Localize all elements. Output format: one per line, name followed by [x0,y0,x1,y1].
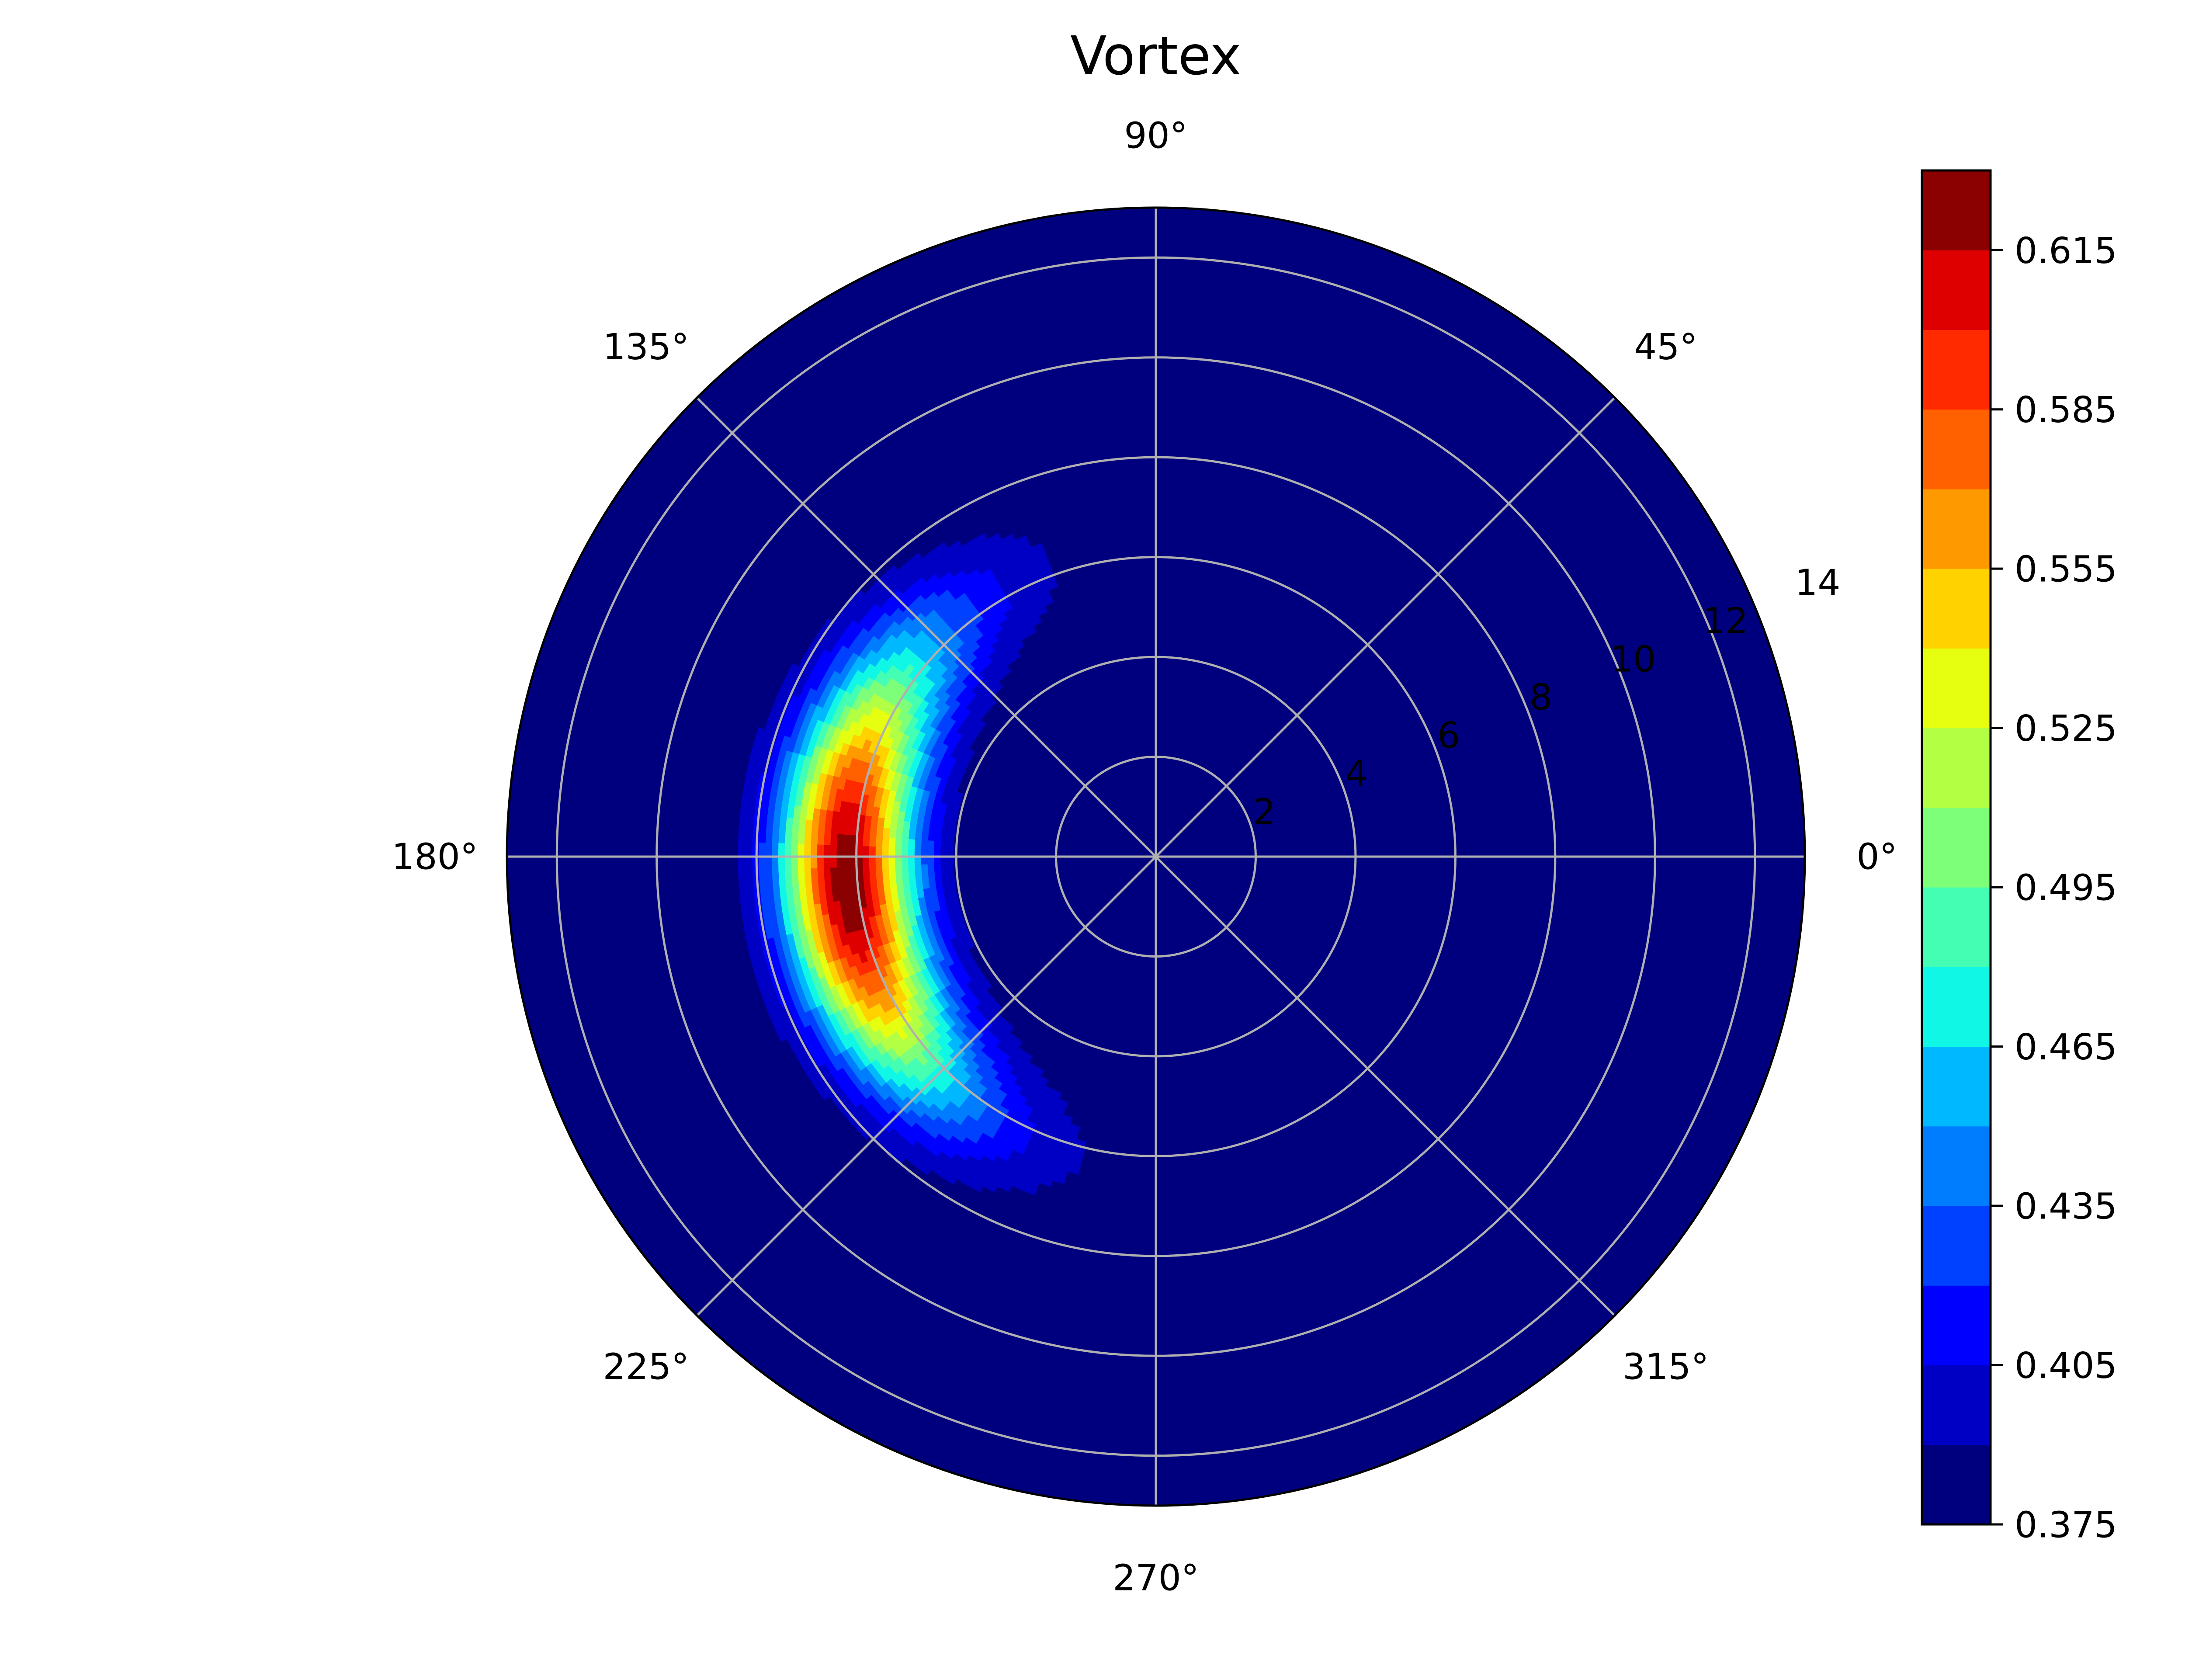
colorbar-tick-label: 0.435 [2015,1186,2117,1228]
theta-tick-label: 135° [603,326,690,368]
contour-cell [1037,1175,1053,1187]
colorbar-tick-label: 0.375 [2015,1505,2117,1546]
contour-field [738,533,1087,1195]
theta-gridline [1155,856,1616,1316]
colorbar-tick-label: 0.465 [2015,1027,2117,1068]
colorbar-segment [1922,569,1991,649]
r-tick-label: 10 [1610,639,1656,680]
contour-cell [981,1178,998,1193]
contour-cell [940,1170,958,1185]
theta-gridline [1155,397,1616,857]
colorbar-segment [1922,648,1991,729]
r-tick-label: 6 [1437,715,1460,757]
colorbar-segment [1922,807,1991,888]
colorbar-segment [1922,1365,1991,1445]
colorbar-segment [1922,1444,1991,1525]
colorbar-tick-label: 0.405 [2015,1345,2117,1387]
theta-gridline [696,856,1157,1316]
colorbar-segment [1922,728,1991,808]
polar-grid [507,208,1805,1506]
colorbar-segment [1922,489,1991,569]
theta-tick-label: 225° [603,1346,690,1388]
colorbar-segment [1922,1126,1991,1206]
r-tick-label: 14 [1795,562,1840,604]
contour-cell [1050,1172,1066,1184]
colorbar-segment [1922,1046,1991,1127]
colorbar-segment [1922,170,1991,250]
theta-gridline [696,397,1157,857]
colorbar-tick-label: 0.585 [2015,389,2117,431]
theta-tick-label: 315° [1623,1346,1709,1388]
colorbar-segment [1922,330,1991,410]
theta-tick-label: 90° [1124,115,1187,157]
polar-spine [506,206,1806,1507]
colorbar: 0.375 0.405 0.435 0.465 0.495 0.525 0.555 0.585… [1921,169,2117,1546]
contour-cell [854,1122,872,1140]
colorbar-segment [1922,967,1991,1047]
contour-cell [966,1178,984,1193]
r-tick-label: 12 [1703,600,1748,642]
colorbar-tick-label: 0.555 [2015,549,2117,590]
colorbar-tick-label: 0.615 [2015,230,2117,272]
theta-tick-labels: 0° 45° 90° 135° 180° 225° 270° 315° [392,115,1897,1599]
chart-title: Vortex [1070,25,1242,87]
theta-tick-label: 0° [1856,837,1897,878]
contour-cell [914,1159,932,1175]
colorbar-segment [1922,887,1991,967]
contour-cell [1065,1163,1081,1175]
theta-tick-label: 180° [392,837,478,878]
colorbar-segment [1922,1206,1991,1286]
r-tick-label: 2 [1253,791,1276,833]
polar-plot-area: 0° 45° 90° 135° 180° 225° 270° 315° 2 4 6 8 10 12 14 [392,115,1897,1599]
theta-tick-label: 270° [1113,1558,1199,1599]
colorbar-segment [1922,409,1991,489]
contour-cell [814,1082,831,1100]
colorbar-tick-label: 0.495 [2015,868,2117,909]
colorbar-tick-label: 0.525 [2015,708,2117,750]
r-tick-label: 8 [1530,677,1552,719]
contour-cell [1021,1183,1038,1195]
r-tick-label: 4 [1345,753,1368,795]
contour-cell [995,1178,1012,1192]
colorbar-segment [1922,250,1991,330]
r-tick-labels: 2 4 6 8 10 12 14 [1253,562,1841,833]
contour-cell [773,1023,788,1042]
colorbar-segment [1922,1285,1991,1366]
colorbar-frame [1921,169,1992,1526]
theta-tick-label: 45° [1634,326,1697,368]
